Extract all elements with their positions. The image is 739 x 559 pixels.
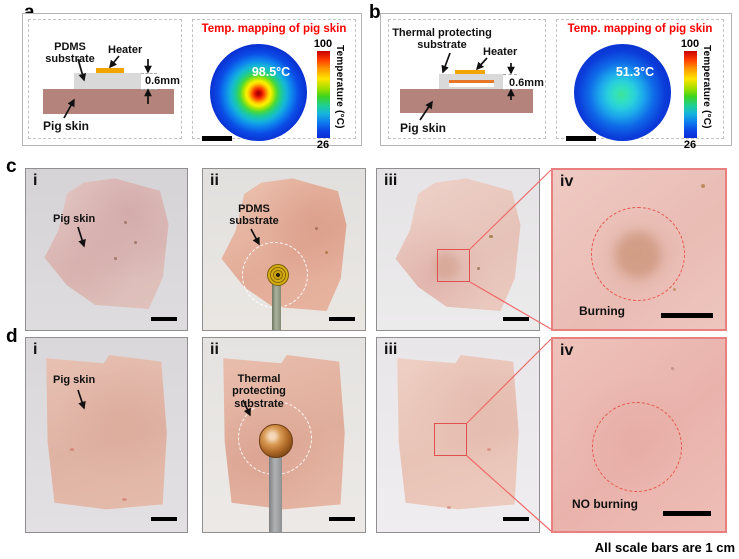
photo-d-iii: iii <box>376 337 540 533</box>
scale-bar <box>661 313 713 318</box>
photo-numeral: iv <box>560 173 574 190</box>
photo-d-iv: iv NO burning <box>551 337 727 533</box>
dim-leader-bottom <box>141 88 157 90</box>
colorbar <box>317 51 330 138</box>
photo-c-iii: iii <box>376 168 540 331</box>
footer-note: All scale bars are 1 cm <box>594 540 735 555</box>
pig-skin-photo <box>395 178 521 311</box>
photo-annotation: Thermal protecting substrate <box>232 373 286 410</box>
colorbar-label: Temperature (°C) <box>701 45 712 129</box>
map-title: Temp. mapping of pig skin <box>201 23 347 35</box>
colorbar-min: 26 <box>316 139 330 151</box>
photo-numeral: i <box>33 172 38 189</box>
photo-annotation: PDMS substrate <box>229 203 279 228</box>
colorbar-max: 100 <box>313 38 333 50</box>
row-c-label: c <box>6 156 17 177</box>
panel-b-schematic: Thermal protecting substrate Heater 0.6m… <box>388 19 546 139</box>
thermal-map-circle <box>574 44 671 141</box>
map-title: Temp. mapping of pig skin <box>567 23 713 35</box>
panel-a-thermal-map: Temp. mapping of pig skin 98.5°C 100 26 … <box>192 19 356 151</box>
scale-bar <box>503 517 529 521</box>
heater-bar <box>96 67 124 73</box>
scale-bar <box>663 511 711 516</box>
zoom-region-box <box>434 423 467 456</box>
colorbar-min: 26 <box>683 139 697 151</box>
scale-bar <box>151 317 177 321</box>
pig-skin-photo <box>46 354 167 510</box>
scale-bar <box>202 136 232 141</box>
colorbar-label: Temperature (°C) <box>334 45 345 129</box>
pig-skin-label: Pig skin <box>43 119 90 133</box>
zoom-region-box <box>437 249 470 282</box>
heater-cable <box>272 281 281 330</box>
protect-orange-layer <box>449 80 494 83</box>
photo-numeral: ii <box>210 341 219 358</box>
photo-numeral: iii <box>384 172 398 189</box>
pig-skin-label: Pig skin <box>400 121 447 135</box>
photo-numeral: iii <box>384 341 398 358</box>
photo-c-iv: iv Burning <box>551 168 727 331</box>
panel-b-label: b <box>369 2 381 23</box>
scale-bar <box>566 136 596 141</box>
heater-label: Heater <box>108 44 143 56</box>
photo-numeral: iv <box>560 342 574 359</box>
heater-cable <box>269 452 282 532</box>
heated-area-circle <box>592 402 682 492</box>
panel-b-thermal-map: Temp. mapping of pig skin 51.3°C 100 26 … <box>556 19 724 151</box>
scale-bar <box>329 517 355 521</box>
scale-bar <box>503 317 529 321</box>
panel-a-label: a <box>24 3 35 22</box>
pdms-substrate-label: PDMS substrate <box>45 41 95 66</box>
thermal-map-circle <box>210 44 307 141</box>
protect-inner-layer <box>449 80 494 87</box>
thickness-label: 0.6mm <box>509 77 544 89</box>
pig-skin-block <box>43 89 174 114</box>
heated-area-circle <box>591 207 685 301</box>
heater-bar <box>455 69 485 74</box>
protect-device-dome <box>259 424 293 458</box>
thickness-label: 0.6mm <box>145 75 180 87</box>
photo-annotation: Pig skin <box>53 213 96 225</box>
colorbar-max: 100 <box>680 38 700 50</box>
pdms-substrate-block <box>74 73 141 89</box>
pig-skin-block <box>400 89 533 113</box>
dim-leader-top <box>141 72 157 74</box>
photo-c-i: i Pig skin <box>25 168 188 331</box>
photo-annotation: Burning <box>579 304 625 318</box>
heater-label: Heater <box>483 46 518 58</box>
photo-annotation: Pig skin <box>53 374 96 386</box>
panel-a-schematic: PDMS substrate Heater 0.6mm Pig skin <box>28 19 182 139</box>
photo-numeral: i <box>33 341 38 358</box>
row-d-label: d <box>6 326 18 347</box>
protect-substrate-label: Thermal protecting substrate <box>392 27 492 52</box>
dim-leader-top <box>503 73 517 75</box>
pig-skin-photo <box>44 178 169 310</box>
colorbar <box>684 51 697 138</box>
photo-c-ii: ii PDMS substrate <box>202 168 366 331</box>
scale-bar <box>329 317 355 321</box>
photo-d-i: i Pig skin <box>25 337 188 533</box>
photo-d-ii: ii Thermal protecting substrate <box>202 337 366 533</box>
coil-heater-device <box>267 264 289 286</box>
photo-annotation: NO burning <box>572 497 638 511</box>
scale-bar <box>151 517 177 521</box>
temperature-value: 51.3°C <box>615 65 655 79</box>
photo-numeral: ii <box>210 172 219 189</box>
temperature-value: 98.5°C <box>251 65 291 79</box>
